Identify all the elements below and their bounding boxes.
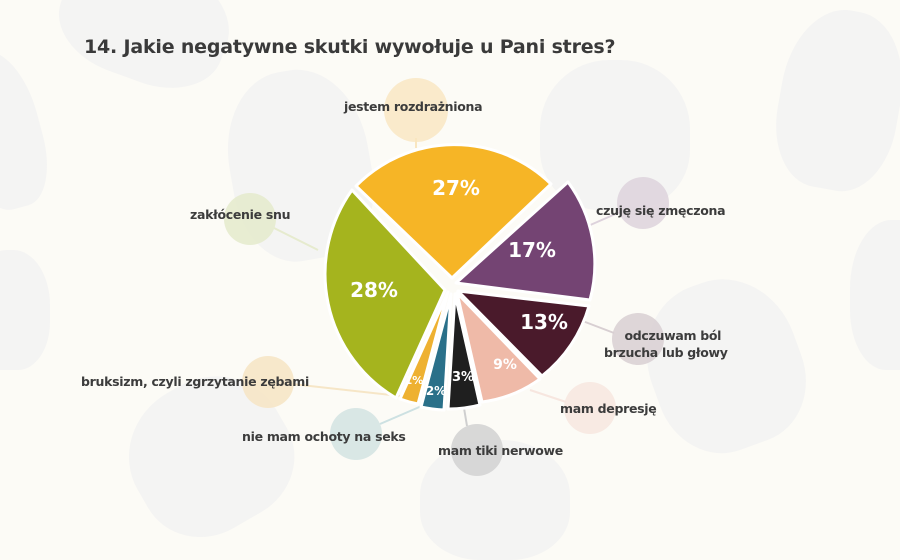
callout-bubble-no-sex xyxy=(330,408,382,460)
background-mask-shape xyxy=(850,220,900,370)
callout-bubble-bruxism xyxy=(242,356,294,408)
pct-bruxism: 1% xyxy=(405,374,424,387)
label-tics: mam tiki nerwowe xyxy=(438,443,563,458)
slice-depression xyxy=(455,291,542,404)
pct-sleep: 28% xyxy=(350,278,398,302)
pct-no-sex: 2% xyxy=(426,384,446,398)
callout-bubble-tired xyxy=(617,177,669,229)
slice-bruxism xyxy=(398,290,450,406)
callout-bubble-irritated xyxy=(384,78,448,142)
slice-no-sex xyxy=(419,292,453,412)
label-pain-line1: odczuwam ból xyxy=(624,328,722,343)
pct-depression: 9% xyxy=(493,357,517,373)
chart-title: 14. Jakie negatywne skutki wywołuje u Pa… xyxy=(84,36,616,58)
pct-tired: 17% xyxy=(508,238,556,262)
label-bruxism: bruksizm, czyli zgrzytanie zębami xyxy=(81,374,309,389)
label-pain-line2: brzucha lub głowy xyxy=(604,345,728,360)
pie-chart: 27% 17% 13% 9% 3% 2% 1% 28% xyxy=(224,78,669,476)
pct-pain: 13% xyxy=(520,310,568,334)
callout-bubble-pain xyxy=(612,313,664,365)
pct-irritated: 27% xyxy=(432,176,480,200)
background-mask-shape xyxy=(0,250,50,370)
pct-tics: 3% xyxy=(452,370,474,385)
callout-bubble-tics xyxy=(451,424,503,476)
callout-bubble-sleep xyxy=(224,193,276,245)
label-tired: czuję się zmęczona xyxy=(596,203,726,218)
slice-tics xyxy=(446,292,482,411)
label-sleep: zakłócenie snu xyxy=(190,207,291,222)
slice-pain xyxy=(456,289,591,378)
label-pain: odczuwam ból brzucha lub głowy xyxy=(604,327,728,361)
callout-bubble-depression xyxy=(564,382,616,434)
slice-tired xyxy=(454,180,597,302)
slice-sleep xyxy=(323,188,447,400)
slice-irritated xyxy=(354,143,553,280)
label-irritated: jestem rozdrażniona xyxy=(344,99,483,114)
label-no-sex: nie mam ochoty na seks xyxy=(242,429,406,444)
label-depression: mam depresję xyxy=(560,401,657,416)
